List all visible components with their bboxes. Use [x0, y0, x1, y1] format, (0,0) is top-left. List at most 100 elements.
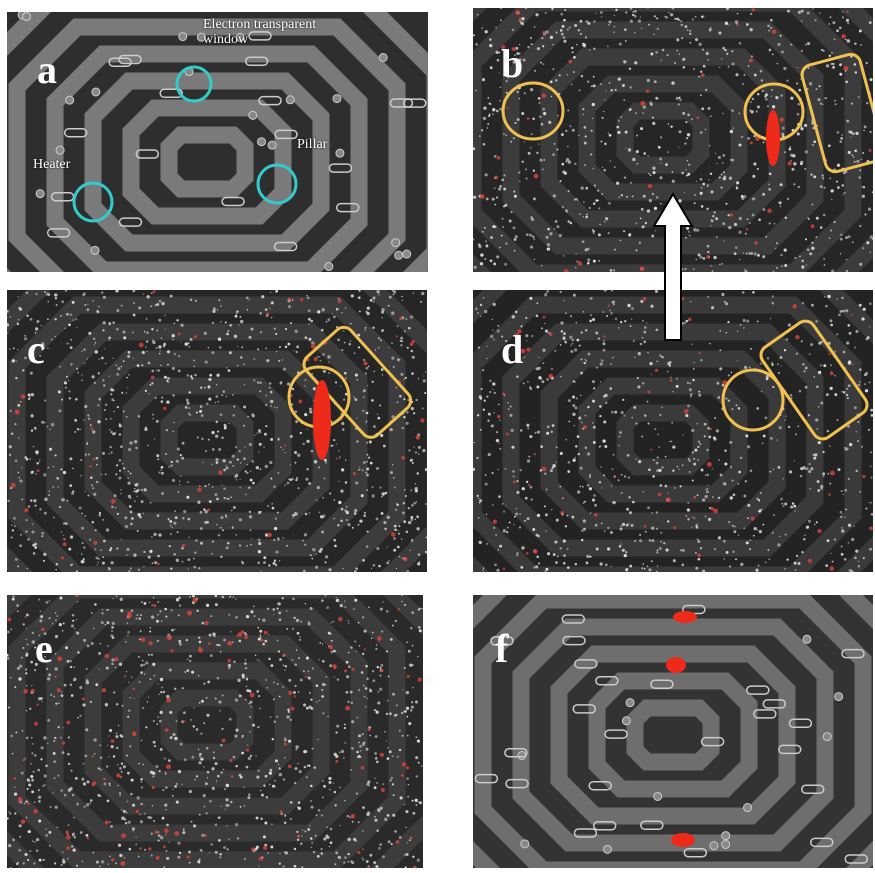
- particle: [693, 368, 694, 369]
- particle: [537, 47, 540, 50]
- particle: [747, 504, 750, 507]
- particle: [726, 551, 729, 554]
- particle: [585, 187, 588, 190]
- particle: [284, 737, 286, 739]
- pillar: [56, 146, 64, 154]
- particle: [157, 555, 159, 557]
- particle: [780, 498, 782, 500]
- particle: [589, 476, 591, 478]
- particle-red: [401, 774, 404, 777]
- particle: [348, 622, 349, 623]
- particle: [248, 794, 250, 796]
- particle: [413, 447, 414, 448]
- particle: [10, 487, 12, 489]
- particle: [140, 671, 143, 674]
- particle: [779, 536, 780, 537]
- particle: [187, 374, 190, 377]
- particle: [821, 175, 823, 177]
- particle: [275, 564, 277, 566]
- particle: [282, 865, 284, 867]
- particle: [479, 397, 482, 400]
- particle: [251, 460, 254, 463]
- particle: [801, 260, 804, 263]
- particle: [229, 351, 232, 354]
- particle: [410, 550, 411, 551]
- particle: [229, 596, 231, 598]
- particle: [151, 328, 153, 330]
- particle: [280, 382, 283, 385]
- particle: [792, 502, 794, 504]
- particle-red: [493, 520, 497, 524]
- particle: [870, 409, 873, 412]
- particle: [125, 641, 126, 642]
- particle: [167, 350, 170, 353]
- particle: [827, 430, 829, 432]
- particle: [851, 103, 853, 105]
- particle: [123, 360, 125, 362]
- particle: [302, 830, 303, 831]
- particle: [270, 292, 271, 293]
- particle: [262, 619, 265, 622]
- particle-red: [583, 425, 587, 429]
- particle: [619, 42, 622, 45]
- particle-red: [65, 831, 69, 835]
- particle: [697, 459, 699, 461]
- particle: [54, 737, 56, 739]
- particle: [482, 78, 485, 81]
- particle: [33, 862, 35, 864]
- particle: [77, 327, 78, 328]
- particle: [279, 853, 281, 855]
- particle: [38, 820, 41, 823]
- particle: [128, 682, 129, 683]
- particle: [201, 438, 203, 440]
- particle: [535, 565, 538, 568]
- particle: [321, 308, 324, 311]
- particle: [847, 39, 850, 42]
- particle: [207, 771, 210, 774]
- particle: [367, 385, 368, 386]
- particle: [687, 160, 688, 161]
- particle: [19, 665, 22, 668]
- particle: [9, 348, 11, 350]
- particle: [722, 47, 725, 50]
- particle: [761, 391, 762, 392]
- particle: [384, 528, 386, 530]
- particle: [31, 429, 33, 431]
- particle: [832, 21, 835, 24]
- particle: [399, 556, 400, 557]
- particle: [316, 814, 318, 816]
- particle: [861, 446, 863, 448]
- particle: [325, 595, 327, 596]
- particle: [193, 725, 195, 727]
- particle: [183, 711, 186, 714]
- particle: [176, 559, 179, 562]
- particle: [376, 830, 378, 832]
- particle: [529, 386, 531, 388]
- particle: [552, 68, 554, 70]
- particle: [492, 319, 493, 320]
- particle: [419, 629, 422, 632]
- particle: [604, 221, 606, 223]
- particle: [216, 524, 217, 525]
- particle: [232, 394, 234, 396]
- particle: [645, 222, 647, 224]
- particle-red: [643, 297, 647, 301]
- particle: [111, 745, 114, 748]
- particle: [561, 33, 564, 36]
- particle: [756, 498, 758, 500]
- particle: [77, 804, 79, 806]
- particle: [267, 608, 269, 610]
- particle: [216, 461, 219, 464]
- particle: [332, 313, 333, 314]
- particle: [545, 30, 548, 33]
- particle: [153, 820, 155, 822]
- particle-red: [852, 363, 854, 365]
- particle: [488, 453, 491, 456]
- particle: [287, 708, 289, 710]
- particle-red: [380, 669, 383, 672]
- particle: [393, 549, 396, 552]
- particle: [743, 327, 745, 329]
- particle: [195, 539, 198, 542]
- particle: [603, 395, 606, 398]
- particle: [681, 172, 684, 175]
